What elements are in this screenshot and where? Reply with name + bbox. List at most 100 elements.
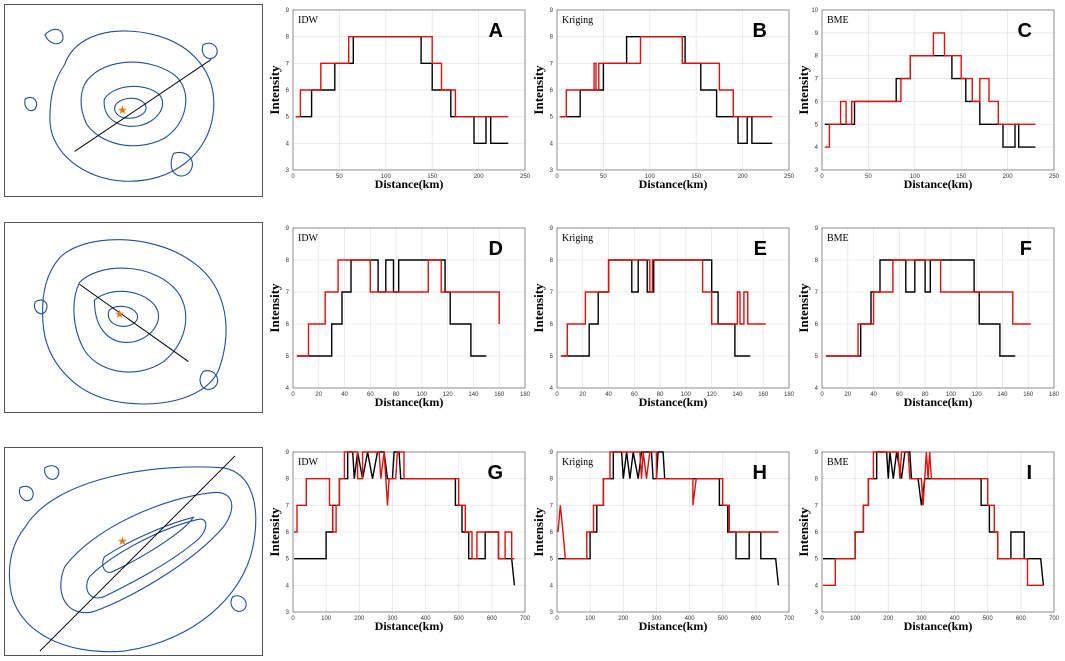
y-tick-label: 7: [286, 290, 290, 296]
y-tick-label: 3: [286, 168, 290, 174]
y-tick-label: 3: [286, 610, 290, 616]
x-tick-label: 600: [1016, 616, 1027, 622]
x-tick-label: 120: [443, 392, 454, 398]
chart-panel-A: 0 50 100 150 200 250 3 4 5 6 7 8 9 IDW A Distance(km) In…: [267, 8, 531, 191]
y-tick-label: 8: [550, 258, 554, 264]
y-tick-label: 7: [286, 61, 290, 67]
isoseismal-map-icon: ★: [24, 28, 218, 182]
x-axis-label: Distance(km): [375, 619, 444, 633]
series-line-red: [825, 259, 1031, 357]
x-tick-label: 160: [758, 392, 769, 398]
x-tick-label: 40: [605, 392, 612, 398]
x-tick-label: 200: [474, 174, 485, 180]
x-tick-label: 200: [618, 616, 629, 622]
x-tick-label: 100: [946, 392, 957, 398]
x-tick-label: 100: [417, 392, 428, 398]
y-tick-label: 4: [815, 145, 819, 151]
series-line-black: [296, 259, 487, 357]
y-tick-label: 7: [550, 290, 554, 296]
method-label: Kriging: [562, 457, 593, 468]
x-tick-label: 200: [883, 616, 894, 622]
x-tick-label: 0: [820, 174, 824, 180]
y-tick-label: 8: [550, 477, 554, 483]
x-tick-label: 50: [865, 174, 872, 180]
x-tick-label: 600: [487, 616, 498, 622]
x-tick-label: 180: [784, 392, 795, 398]
isoseismal-map-icon: ★: [8, 455, 257, 653]
x-tick-label: 0: [291, 174, 295, 180]
y-axis-label: Intensity: [531, 507, 546, 557]
y-axis-label: Intensity: [267, 507, 282, 557]
method-label: Kriging: [562, 233, 593, 244]
x-tick-label: 0: [820, 616, 824, 622]
x-tick-label: 300: [916, 616, 927, 622]
x-tick-label: 150: [427, 174, 438, 180]
chart-panel-E: 0 20 40 60 80 100 120 140 160 180 4 5 6 7 8 9 Kriging E Di…: [531, 226, 795, 409]
x-tick-label: 40: [341, 392, 348, 398]
x-tick-label: 80: [393, 392, 400, 398]
epicenter-star-icon: ★: [117, 103, 128, 117]
y-tick-label: 4: [286, 141, 290, 147]
epicenter-star-icon: ★: [117, 534, 128, 548]
series-line-red: [824, 32, 1036, 148]
y-tick-label: 8: [286, 477, 290, 483]
panel-label: D: [489, 238, 503, 260]
y-tick-label: 9: [550, 226, 554, 232]
y-tick-label: 6: [286, 88, 290, 94]
x-tick-label: 180: [520, 392, 531, 398]
y-tick-label: 3: [815, 610, 819, 616]
series-line-black: [559, 36, 773, 144]
map-panel-3: ★: [4, 447, 263, 656]
x-axis-label: Distance(km): [904, 619, 973, 633]
y-tick-label: 7: [815, 503, 819, 509]
x-axis-label: Distance(km): [904, 395, 973, 409]
y-axis-label: Intensity: [796, 65, 811, 115]
x-tick-label: 100: [645, 174, 656, 180]
plot-frame: [556, 451, 790, 613]
y-tick-label: 9: [286, 450, 290, 456]
x-tick-label: 250: [784, 174, 795, 180]
y-tick-label: 6: [815, 322, 819, 328]
series-line-red: [560, 259, 766, 357]
panel-label: I: [1026, 462, 1032, 484]
x-tick-label: 20: [844, 392, 851, 398]
y-tick-label: 8: [815, 477, 819, 483]
plot-frame: [292, 9, 526, 171]
y-tick-label: 9: [815, 31, 819, 37]
x-tick-label: 80: [657, 392, 664, 398]
x-tick-label: 0: [555, 392, 559, 398]
y-tick-label: 4: [815, 386, 819, 392]
y-tick-label: 4: [815, 583, 819, 589]
series-line-black: [558, 451, 780, 586]
x-tick-label: 700: [784, 616, 795, 622]
x-tick-label: 300: [387, 616, 398, 622]
chart-panel-I: 0 100 200 300 400 500 600 700 3 4 5 6 7 8 9 BME I Distanc…: [796, 450, 1060, 633]
x-tick-label: 300: [651, 616, 662, 622]
plot-frame: [821, 227, 1055, 389]
method-label: BME: [827, 15, 849, 26]
y-tick-label: 3: [550, 610, 554, 616]
x-tick-label: 80: [922, 392, 929, 398]
epicenter-star-icon: ★: [114, 307, 125, 321]
y-tick-label: 3: [550, 168, 554, 174]
y-tick-label: 9: [815, 226, 819, 232]
chart-panel-D: 0 20 40 60 80 100 120 140 160 180 4 5 6 7 8 9 IDW D Distan…: [267, 226, 531, 409]
x-tick-label: 250: [1049, 174, 1060, 180]
method-label: BME: [827, 457, 849, 468]
y-tick-label: 4: [286, 583, 290, 589]
y-tick-label: 6: [286, 322, 290, 328]
plot-frame: [821, 451, 1055, 613]
x-tick-label: 400: [950, 616, 961, 622]
y-tick-label: 5: [815, 557, 819, 563]
plot-frame: [556, 227, 790, 389]
chart-panel-C: 0 50 100 150 200 250 3 4 5 6 7 8 9 10 BME C Distance(km)…: [796, 8, 1060, 191]
x-tick-label: 700: [1049, 616, 1060, 622]
x-tick-label: 150: [691, 174, 702, 180]
x-tick-label: 140: [468, 392, 479, 398]
y-tick-label: 6: [815, 99, 819, 105]
y-tick-label: 7: [286, 503, 290, 509]
y-tick-label: 9: [815, 450, 819, 456]
y-tick-label: 4: [550, 386, 554, 392]
x-tick-label: 400: [421, 616, 432, 622]
